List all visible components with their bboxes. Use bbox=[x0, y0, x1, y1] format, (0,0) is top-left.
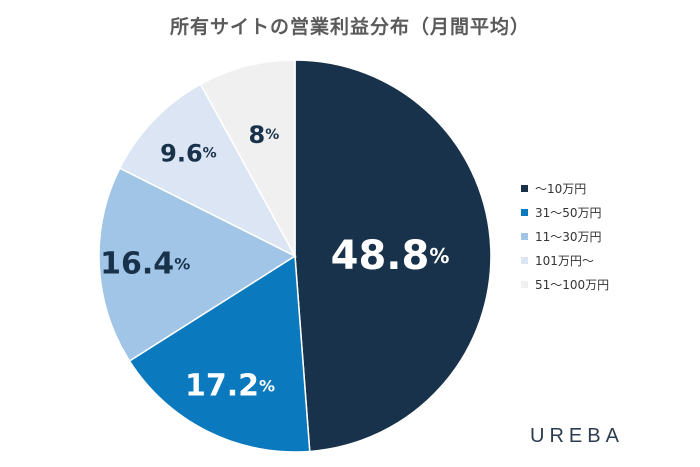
legend-item: 31〜50万円 bbox=[521, 202, 609, 222]
legend-swatch bbox=[521, 256, 528, 264]
legend-label: 〜10万円 bbox=[535, 181, 587, 196]
legend-swatch bbox=[521, 184, 528, 192]
slice-labels: 48.8% 17.2% 16.4% 9.6% 8% bbox=[100, 121, 449, 403]
chart-title: 所有サイトの営業利益分布（月間平均） bbox=[169, 16, 530, 38]
pie-slice bbox=[98, 167, 297, 363]
slice-label: 17.2% bbox=[185, 368, 275, 403]
legend-label: 31〜50万円 bbox=[535, 205, 602, 220]
legend: 〜10万円 31〜50万円 11〜30万円 101万円〜 51〜100万円 bbox=[521, 178, 609, 298]
legend-label: 51〜100万円 bbox=[535, 277, 610, 292]
legend-item: 11〜30万円 bbox=[521, 226, 609, 246]
legend-swatch bbox=[521, 232, 528, 240]
pie-slice bbox=[118, 83, 297, 258]
legend-label: 11〜30万円 bbox=[535, 229, 602, 244]
pie-slice bbox=[199, 59, 296, 257]
legend-item: 51〜100万円 bbox=[521, 274, 609, 294]
slice-label: 8% bbox=[249, 121, 280, 149]
legend-item: 101万円〜 bbox=[521, 250, 609, 270]
legend-swatch bbox=[521, 208, 528, 216]
pie-slices bbox=[98, 59, 492, 453]
pie-slice bbox=[294, 59, 492, 453]
legend-label: 101万円〜 bbox=[535, 253, 594, 268]
pie-slice bbox=[128, 254, 311, 453]
legend-swatch bbox=[521, 280, 528, 288]
slice-label: 48.8% bbox=[331, 233, 450, 279]
slice-label: 9.6% bbox=[160, 139, 217, 167]
brand-logo: UREBA bbox=[530, 425, 624, 447]
legend-item: 〜10万円 bbox=[521, 178, 609, 198]
slice-label: 16.4% bbox=[100, 246, 190, 281]
